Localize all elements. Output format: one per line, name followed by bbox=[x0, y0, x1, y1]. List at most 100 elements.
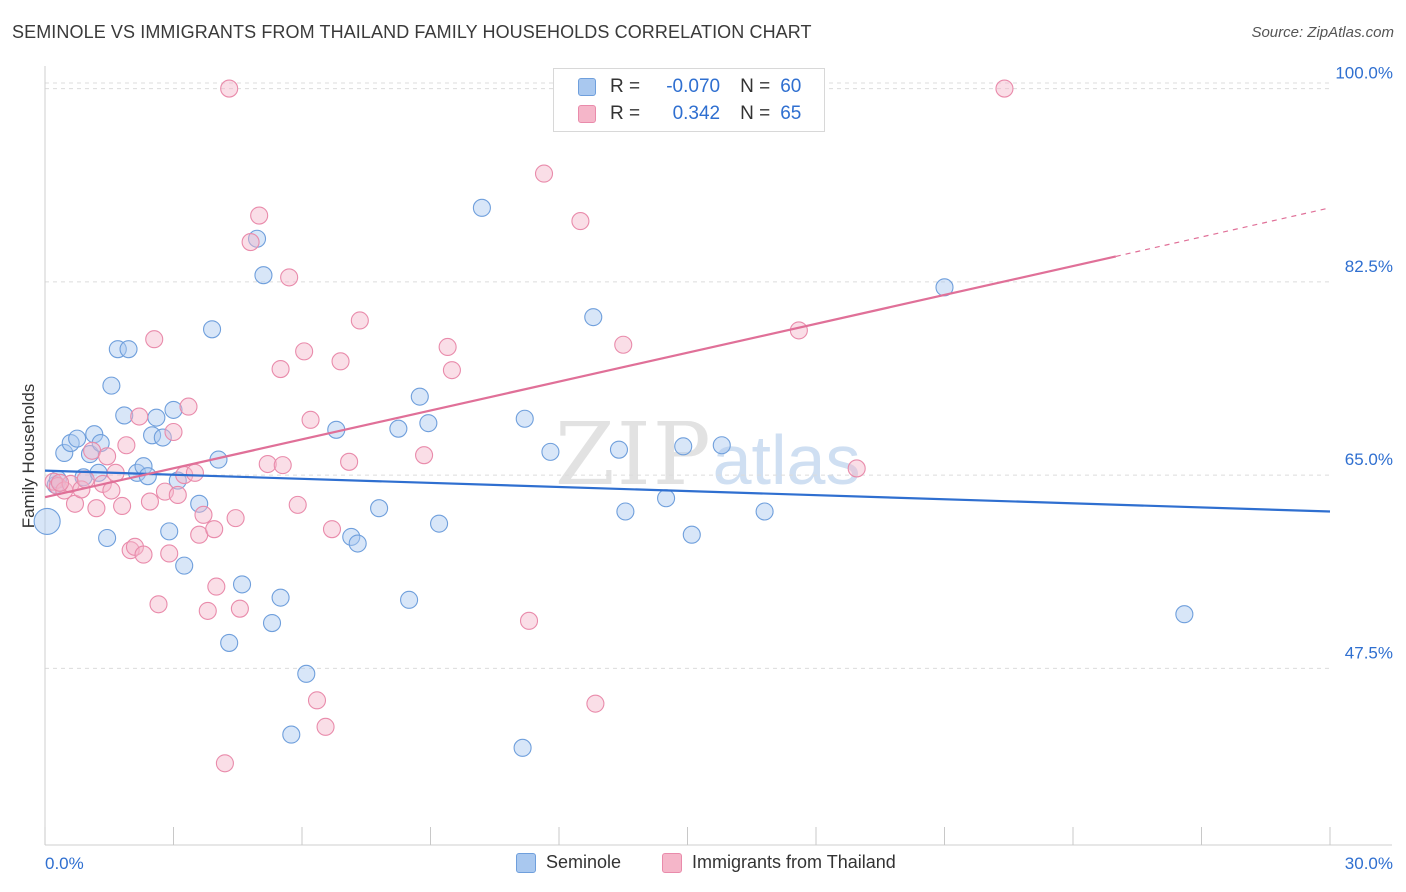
thailand-point bbox=[220, 79, 239, 98]
seminole-point bbox=[33, 507, 61, 535]
n-value: 65 bbox=[780, 103, 802, 124]
seminole-point bbox=[203, 320, 222, 339]
legend-swatch-seminole bbox=[516, 852, 536, 873]
thailand-point bbox=[340, 452, 359, 471]
seminole-point bbox=[712, 436, 731, 455]
seminole-point bbox=[147, 408, 166, 427]
thailand-point bbox=[168, 485, 187, 504]
thailand-point bbox=[586, 694, 605, 713]
seminole-point bbox=[68, 429, 87, 448]
seminole-point bbox=[616, 502, 635, 521]
thailand-point bbox=[295, 342, 314, 361]
thailand-point bbox=[519, 611, 539, 630]
seminole-point bbox=[297, 664, 316, 683]
thailand-point bbox=[571, 212, 590, 231]
seminole-point bbox=[143, 426, 162, 445]
thailand-point bbox=[258, 454, 277, 474]
thailand-point bbox=[614, 335, 633, 354]
thailand-trend-line bbox=[44, 255, 1117, 499]
thailand-point bbox=[145, 330, 164, 349]
thailand-point bbox=[226, 509, 245, 528]
seminole-point bbox=[674, 437, 693, 456]
seminole-point bbox=[115, 406, 134, 425]
seminole-point bbox=[102, 376, 121, 395]
legend-label-thailand: Immigrants from Thailand bbox=[692, 852, 896, 872]
legend-swatch-thailand bbox=[662, 852, 682, 873]
seminole-point bbox=[609, 440, 629, 459]
n-label: N = bbox=[740, 76, 771, 97]
seminole-point bbox=[220, 633, 239, 652]
seminole-point bbox=[419, 414, 438, 433]
thailand-point bbox=[185, 463, 204, 482]
chart-title: SEMINOLE VS IMMIGRANTS FROM THAILAND FAM… bbox=[12, 22, 812, 42]
seminole-point bbox=[232, 575, 252, 594]
legend-item-seminole[interactable]: Seminole bbox=[516, 852, 621, 873]
thailand-trend-extension bbox=[1115, 207, 1331, 258]
thailand-point bbox=[205, 520, 224, 539]
thailand-point bbox=[190, 525, 209, 544]
thailand-point bbox=[307, 691, 327, 710]
seminole-point bbox=[430, 514, 449, 533]
seminole-point bbox=[1175, 605, 1194, 624]
legend-swatch-seminole bbox=[578, 78, 596, 96]
thailand-point bbox=[273, 456, 292, 475]
thailand-point bbox=[995, 79, 1014, 98]
correlation-legend: R = -0.070 N = 60 R = 0.342 N = 65 bbox=[553, 68, 825, 132]
thailand-point bbox=[50, 473, 70, 492]
seminole-point bbox=[282, 725, 301, 744]
thailand-point bbox=[87, 499, 106, 518]
seminole-point bbox=[410, 387, 429, 406]
thailand-point bbox=[117, 436, 136, 455]
y-tick-label: 65.0% bbox=[1345, 450, 1393, 469]
thailand-point bbox=[442, 361, 461, 380]
thailand-point bbox=[316, 717, 335, 736]
y-tick-label: 47.5% bbox=[1345, 643, 1393, 662]
legend-item-thailand[interactable]: Immigrants from Thailand bbox=[662, 852, 896, 873]
seminole-point bbox=[262, 613, 282, 633]
seminole-point bbox=[119, 340, 138, 359]
thailand-point bbox=[250, 206, 269, 225]
legend-label-seminole: Seminole bbox=[546, 852, 622, 872]
seminole-point bbox=[98, 528, 117, 548]
n-label: N = bbox=[740, 103, 771, 124]
legend-row-thailand: R = 0.342 N = 65 bbox=[578, 102, 801, 126]
seminole-point bbox=[472, 198, 491, 217]
y-tick-label: 82.5% bbox=[1345, 257, 1393, 276]
thailand-point bbox=[198, 601, 217, 620]
thailand-point bbox=[130, 407, 149, 426]
watermark-atlas: atlas bbox=[712, 421, 861, 499]
thailand-point bbox=[76, 470, 95, 489]
series-legend: Seminole Immigrants from Thailand bbox=[0, 852, 1406, 878]
seminole-point bbox=[755, 502, 774, 521]
thailand-point bbox=[230, 599, 249, 618]
thailand-point bbox=[534, 164, 554, 183]
legend-row-seminole: R = -0.070 N = 60 bbox=[578, 75, 801, 99]
thailand-point bbox=[194, 505, 213, 524]
seminole-trend-line bbox=[44, 469, 1331, 513]
source-label: Source: ZipAtlas.com bbox=[1251, 24, 1394, 41]
thailand-point bbox=[215, 754, 234, 773]
thailand-point bbox=[207, 577, 226, 596]
seminole-point bbox=[271, 588, 290, 607]
r-label: R = bbox=[610, 103, 641, 124]
thailand-point bbox=[149, 595, 168, 614]
thailand-point bbox=[331, 352, 350, 371]
seminole-point bbox=[254, 266, 273, 285]
seminole-point bbox=[389, 419, 408, 438]
thailand-point bbox=[134, 545, 153, 564]
seminole-point bbox=[342, 527, 361, 546]
seminole-point bbox=[370, 499, 389, 518]
seminole-point bbox=[175, 556, 194, 575]
thailand-point bbox=[241, 233, 260, 252]
thailand-point bbox=[789, 321, 808, 340]
n-value: 60 bbox=[780, 76, 802, 97]
thailand-point bbox=[415, 446, 434, 465]
x-tick-label: 30.0% bbox=[1345, 854, 1393, 873]
seminole-point bbox=[584, 308, 603, 327]
seminole-point bbox=[190, 494, 209, 513]
seminole-point bbox=[164, 400, 183, 419]
thailand-point bbox=[113, 496, 132, 516]
seminole-point bbox=[348, 534, 367, 553]
r-label: R = bbox=[610, 76, 641, 97]
seminole-point bbox=[515, 409, 534, 428]
